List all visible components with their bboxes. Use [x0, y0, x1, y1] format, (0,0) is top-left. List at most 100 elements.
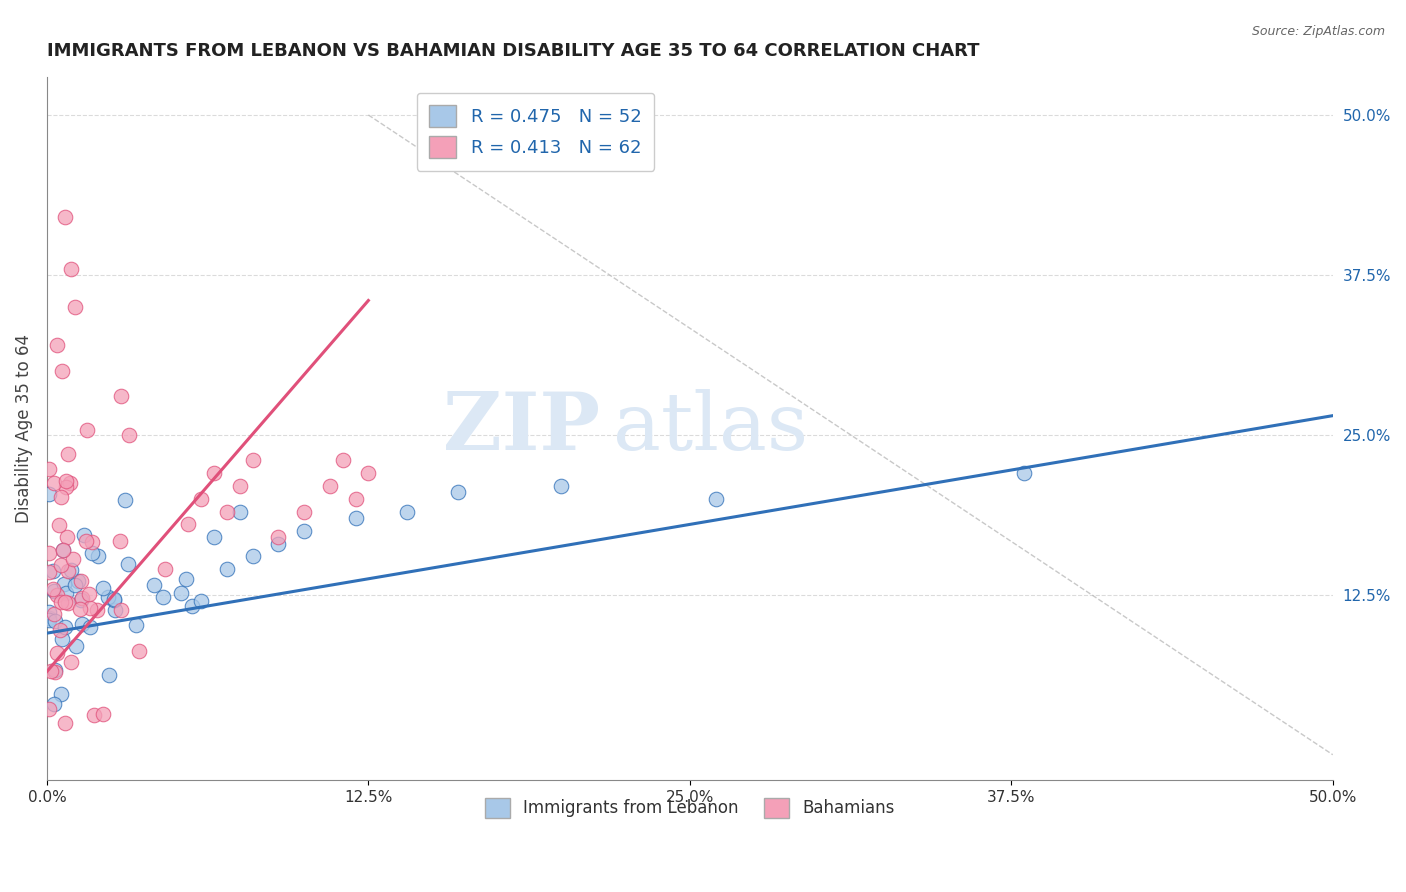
Point — [344, 511, 367, 525]
Point — [177, 517, 200, 532]
Text: ZIP: ZIP — [443, 390, 600, 467]
Point — [242, 549, 264, 564]
Point — [49, 623, 72, 637]
Point — [292, 524, 315, 538]
Point — [66, 574, 89, 588]
Point — [202, 530, 225, 544]
Point — [169, 586, 191, 600]
Text: IMMIGRANTS FROM LEBANON VS BAHAMIAN DISABILITY AGE 35 TO 64 CORRELATION CHART: IMMIGRANTS FROM LEBANON VS BAHAMIAN DISA… — [46, 42, 980, 60]
Point — [63, 578, 86, 592]
Point — [44, 607, 66, 622]
Point — [41, 564, 63, 578]
Y-axis label: Disability Age 35 to 64: Disability Age 35 to 64 — [15, 334, 32, 523]
Point — [80, 535, 103, 549]
Point — [215, 505, 238, 519]
Point — [62, 552, 84, 566]
Point — [83, 708, 105, 723]
Point — [704, 491, 727, 506]
Point — [44, 665, 66, 680]
Point — [53, 620, 76, 634]
Point — [65, 639, 87, 653]
Point — [39, 665, 62, 679]
Point — [357, 467, 380, 481]
Point — [174, 572, 197, 586]
Point — [108, 533, 131, 548]
Point — [98, 668, 121, 682]
Legend: Immigrants from Lebanon, Bahamians: Immigrants from Lebanon, Bahamians — [478, 791, 901, 825]
Point — [142, 578, 165, 592]
Point — [152, 590, 174, 604]
Point — [55, 474, 77, 488]
Point — [55, 595, 77, 609]
Point — [59, 475, 82, 490]
Point — [73, 528, 96, 542]
Point — [190, 491, 212, 506]
Point — [267, 530, 290, 544]
Point — [45, 646, 67, 660]
Point — [55, 480, 77, 494]
Point — [124, 618, 146, 632]
Point — [117, 558, 139, 572]
Point — [395, 505, 418, 519]
Point — [42, 697, 65, 711]
Point — [77, 587, 100, 601]
Point — [229, 505, 252, 519]
Point — [38, 487, 60, 501]
Point — [51, 632, 73, 647]
Point — [49, 687, 72, 701]
Point — [58, 447, 80, 461]
Point — [215, 562, 238, 576]
Point — [51, 364, 73, 378]
Point — [79, 620, 101, 634]
Point — [53, 577, 76, 591]
Point — [70, 616, 93, 631]
Point — [42, 584, 65, 599]
Point — [86, 603, 108, 617]
Point — [38, 565, 60, 579]
Point — [70, 592, 93, 607]
Point — [59, 261, 82, 276]
Point — [55, 585, 77, 599]
Point — [103, 603, 125, 617]
Point — [91, 706, 114, 721]
Point — [52, 543, 75, 558]
Point — [118, 427, 141, 442]
Point — [550, 479, 572, 493]
Point — [202, 467, 225, 481]
Point — [58, 564, 80, 578]
Point — [332, 453, 354, 467]
Point — [153, 562, 176, 576]
Point — [70, 591, 93, 605]
Point — [292, 505, 315, 519]
Point — [53, 211, 76, 225]
Point — [181, 599, 204, 614]
Point — [38, 546, 60, 560]
Point — [97, 590, 120, 604]
Point — [70, 574, 93, 588]
Point — [344, 491, 367, 506]
Point — [45, 338, 67, 352]
Point — [44, 663, 66, 677]
Point — [110, 389, 132, 403]
Point — [267, 536, 290, 550]
Point — [38, 614, 60, 628]
Point — [56, 596, 79, 610]
Point — [75, 534, 97, 549]
Point — [52, 542, 75, 557]
Point — [60, 655, 83, 669]
Point — [110, 602, 132, 616]
Point — [60, 563, 83, 577]
Point — [103, 591, 125, 606]
Point — [229, 479, 252, 493]
Point — [79, 601, 101, 615]
Point — [49, 595, 72, 609]
Point — [76, 423, 98, 437]
Point — [190, 594, 212, 608]
Point — [55, 715, 77, 730]
Point — [1012, 467, 1035, 481]
Point — [87, 549, 110, 563]
Text: Source: ZipAtlas.com: Source: ZipAtlas.com — [1251, 25, 1385, 38]
Point — [56, 530, 79, 544]
Point — [44, 614, 66, 628]
Point — [38, 701, 60, 715]
